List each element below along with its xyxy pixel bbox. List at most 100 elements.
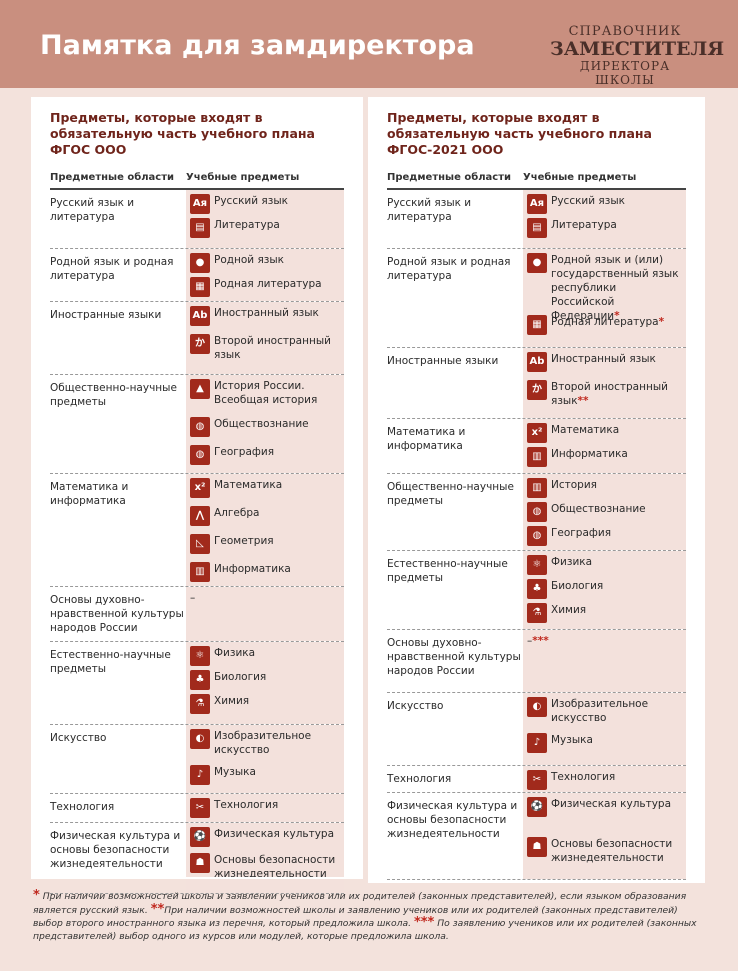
subject-icon: ▥ (190, 562, 210, 582)
subject-list: Ab Иностранный язык か Второй иностранный яз… (523, 348, 686, 418)
subject-name: Родная литература (551, 316, 659, 328)
subject-list: ◐ Изобразительное искусство ♪ Музыка (186, 725, 344, 793)
table-row: Технология ✂ Технология (387, 766, 686, 793)
subject-list: ⚽ Физическая культура ☗ Основы безопасности… (186, 823, 344, 893)
footnotes: * При наличии возможностей школы и заявл… (33, 889, 703, 943)
subject-name: Химия (214, 695, 250, 707)
subject-label: Родная литература (214, 277, 322, 291)
subject-area: Искусство (50, 732, 107, 744)
subject-icon: Ая (527, 194, 547, 214)
subject-name: Химия (551, 604, 587, 616)
table-row: Физическая культура и основы безопасност… (50, 823, 344, 894)
subject-area: Физическая культура и основы безопасност… (387, 800, 518, 840)
subject-label: Математика (551, 423, 619, 437)
subject-icon: ▦ (527, 315, 547, 335)
subject-area: Математика и информатика (50, 481, 129, 507)
subject-icon: ⚛ (190, 646, 210, 666)
subject-list: ◐ Изобразительное искусство ♪ Музыка (523, 693, 686, 765)
card-fgos-2021-ooo: Предметы, которые входят в обязательную … (368, 97, 705, 883)
subject-icon: ♪ (527, 733, 547, 753)
subject-item: ⋀ Алгебра (190, 506, 340, 534)
subject-area: Технология (50, 801, 115, 813)
column-header: Предметные области Учебные предметы (387, 166, 686, 190)
subject-label: Математика (214, 478, 282, 492)
subject-item: ⚛ Физика (527, 555, 682, 579)
subject-name: Физическая культура (214, 828, 335, 840)
subject-icon: x² (527, 423, 547, 443)
subject-icon: ⚽ (190, 827, 210, 847)
subject-name: Основы безопасности жизнедеятельности (214, 854, 336, 880)
subject-name: – (190, 592, 196, 604)
subject-list: ● Родной язык ▦ Родная литература (186, 249, 344, 301)
subject-item: ● Родной язык (190, 253, 340, 277)
subject-area: Искусство (387, 700, 444, 712)
footnote-marker: *** (532, 635, 549, 647)
brand-line-3: ДИРЕКТОРА ШКОЛЫ (579, 59, 671, 87)
subject-item: ⚛ Физика (190, 646, 340, 670)
subject-list: x² Математика ▥ Информатика (523, 419, 686, 473)
subject-item: ◍ География (190, 445, 340, 471)
subject-list: ✂ Технология (186, 794, 344, 822)
subject-item: ◍ Обществознание (527, 502, 682, 526)
subject-icon: ▤ (527, 218, 547, 238)
subject-item: ♪ Музыка (190, 765, 340, 789)
table-row: Физическая культура и основы безопасност… (387, 793, 686, 880)
subject-label: География (551, 526, 611, 540)
subject-name: Изобразительное искусство (214, 730, 312, 756)
subject-list: –*** (523, 630, 686, 692)
subject-item: ⚽ Физическая культура (190, 827, 340, 853)
subject-label: Химия (214, 694, 249, 708)
subject-item: ◐ Изобразительное искусство (190, 729, 340, 765)
subject-item: –*** (527, 634, 682, 658)
subject-label: Основы безопасности жизнедеятельности (214, 853, 340, 881)
subject-area: Технология (387, 773, 452, 785)
subject-label: Алгебра (214, 506, 259, 520)
subject-label: Физическая культура (214, 827, 334, 841)
column-header: Предметные области Учебные предметы (50, 166, 344, 190)
subject-name: Музыка (214, 766, 256, 778)
subject-icon: ◍ (190, 417, 210, 437)
subject-name: Математика (551, 424, 620, 436)
table-row: Родной язык и родная литература ● Родной я… (387, 249, 686, 348)
subject-area: Математика и информатика (387, 426, 466, 452)
subject-icon: ⚗ (190, 694, 210, 714)
subject-name: Родной язык и (или) государственный язык… (551, 254, 679, 322)
subject-label: Биология (214, 670, 266, 684)
subject-icon: ⚛ (527, 555, 547, 575)
column-area: Предметные области (387, 171, 512, 183)
subject-name: Алгебра (214, 507, 260, 519)
subject-icon: ⚗ (527, 603, 547, 623)
subject-label: География (214, 445, 274, 459)
column-subjects: Учебные предметы (186, 171, 300, 183)
subject-label: Биология (551, 579, 603, 593)
subject-name: Физика (214, 647, 256, 659)
subject-area: Физическая культура и основы безопасност… (50, 830, 181, 870)
brand-line-1: СПРАВОЧНИК (568, 24, 682, 39)
subject-item: Ая Русский язык (527, 194, 682, 218)
subject-label: Геометрия (214, 534, 274, 548)
subject-area: Естественно-научные предметы (50, 649, 171, 675)
subject-name: Второй иностранный язык (214, 335, 331, 361)
subject-name: Биология (551, 580, 604, 592)
subject-area: Иностранные языки (50, 309, 162, 321)
subject-icon: ☗ (527, 837, 547, 857)
subject-label: Русский язык (214, 194, 288, 208)
table-row: Иностранные языки Ab Иностранный язык か Втор… (50, 302, 344, 375)
subject-item: ✂ Технология (190, 798, 340, 822)
subject-label: Изобразительное искусство (551, 697, 682, 725)
table-row: Искусство ◐ Изобразительное искусство ♪ Музы… (387, 693, 686, 766)
subject-name: Литература (551, 219, 617, 231)
subject-label: Иностранный язык (551, 352, 656, 366)
card-title: Предметы, которые входят в обязательную … (50, 110, 315, 157)
subject-item: x² Математика (190, 478, 340, 506)
subject-item: ♪ Музыка (527, 733, 682, 759)
subject-item: ⚽ Физическая культура (527, 797, 682, 837)
subject-name: География (214, 446, 275, 458)
footnote-text: По заявлению учеников или их родителей (… (33, 918, 697, 942)
subject-icon: ▥ (527, 447, 547, 467)
subject-icon: ▤ (190, 218, 210, 238)
subject-item: か Второй иностранный язык** (527, 380, 682, 414)
subject-label: Физическая культура (551, 797, 671, 811)
subject-label: Иностранный язык (214, 306, 319, 320)
subject-list: ▥ История ◍ Обществознание ◍ География (523, 474, 686, 550)
